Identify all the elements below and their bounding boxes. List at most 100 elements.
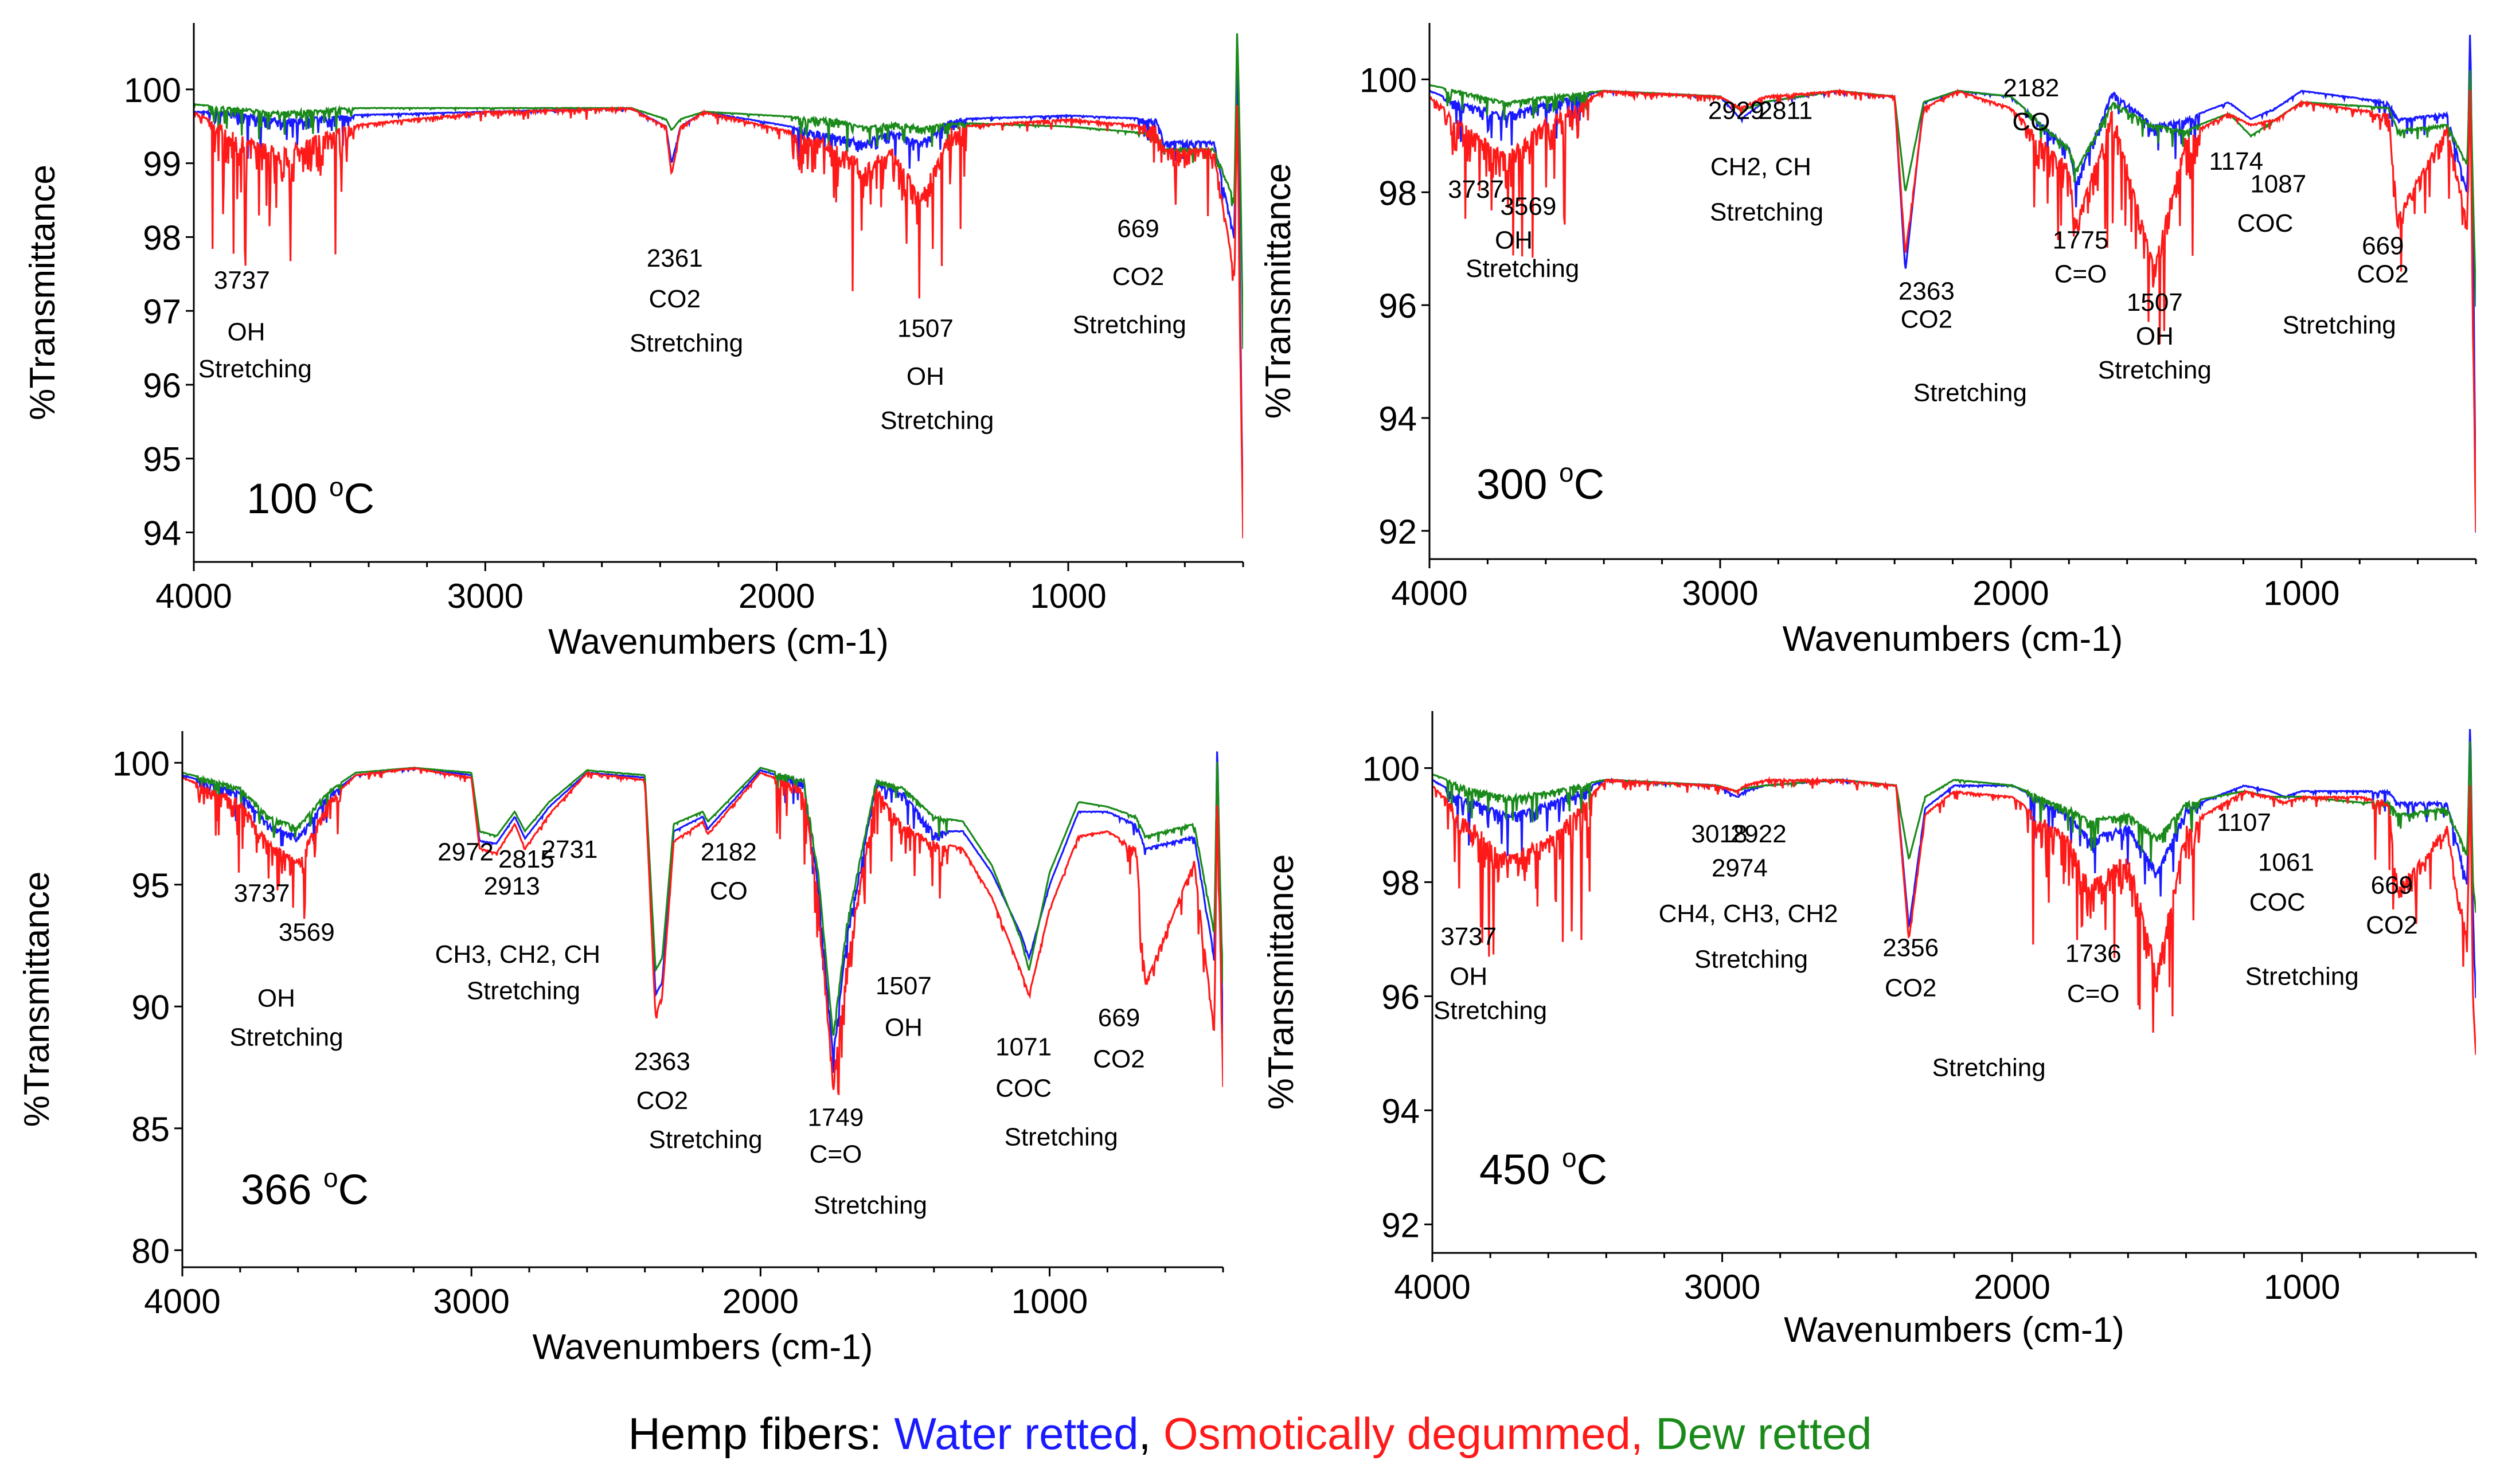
peak-annotation: CO2	[649, 285, 701, 313]
peak-annotation: Stretching	[630, 329, 743, 357]
x-tick-label: 1000	[2264, 1268, 2340, 1306]
series-line-osmotically-degummed	[194, 105, 1243, 538]
x-axis-label: Wavenumbers (cm-1)	[1783, 619, 2123, 659]
peak-annotation: 1507	[876, 972, 932, 1000]
x-axis-label: Wavenumbers (cm-1)	[533, 1327, 873, 1367]
peak-annotation: COC	[995, 1075, 1052, 1103]
peak-annotation: 1507	[897, 314, 954, 342]
legend-prefix: Hemp fibers:	[628, 1408, 894, 1459]
x-tick-label: 4000	[144, 1282, 220, 1321]
series-line-dew-retted	[182, 761, 1223, 1036]
peak-annotation: Stretching	[1005, 1123, 1118, 1151]
y-tick-label: 92	[1378, 513, 1417, 551]
peak-annotation: 1775	[2053, 226, 2109, 255]
chart-panel-4: 92 94 96 98 100 4000 3000 2000 1000 Wavenumbers (…	[1261, 711, 2477, 1350]
x-tick-label: 2000	[722, 1282, 799, 1321]
y-tick-label: 94	[1378, 400, 1417, 438]
peak-annotation: 1061	[2258, 849, 2314, 877]
peak-annotation: 1071	[995, 1033, 1052, 1061]
peak-annotation: CO2	[2366, 911, 2417, 939]
peak-annotation: 2356	[1882, 934, 1939, 962]
x-tick-label: 1000	[1030, 577, 1106, 615]
y-tick-label: 96	[1378, 287, 1417, 325]
peak-annotation: 3737	[1448, 175, 1504, 204]
peak-annotation: Stretching	[1466, 255, 1579, 283]
x-tick-label: 3000	[447, 577, 524, 615]
peak-annotation: 2363	[634, 1048, 690, 1076]
series-line-osmotically-degummed	[1432, 776, 2476, 1055]
y-tick-label: 100	[124, 71, 181, 110]
peak-annotation: Stretching	[1073, 311, 1186, 339]
x-tick-label: 3000	[433, 1282, 509, 1321]
peak-annotation: 2731	[542, 835, 598, 864]
peak-annotation: 3737	[214, 267, 270, 295]
panel-title: 100 oC	[247, 472, 374, 522]
peak-annotation: 2182	[701, 838, 757, 866]
peak-annotation: OH	[1450, 962, 1487, 990]
peak-annotation: 1107	[2217, 809, 2271, 837]
x-tick-label: 2000	[739, 577, 815, 615]
peak-annotation: COC	[2249, 888, 2306, 916]
peak-annotation: OH	[257, 984, 295, 1012]
peak-annotation: C=O	[2054, 260, 2107, 288]
peak-annotation: 3569	[279, 919, 335, 947]
x-axis-label: Wavenumbers (cm-1)	[1784, 1310, 2124, 1350]
peak-annotation: Stretching	[1710, 198, 1823, 226]
peak-annotation: 1174	[2209, 147, 2263, 175]
y-axis-label: %Transmittance	[23, 165, 62, 420]
y-tick-label: 100	[1362, 749, 1420, 788]
panel-title: 366 oC	[241, 1163, 369, 1213]
peak-annotation: Stretching	[2098, 356, 2212, 384]
series-line-osmotically-degummed	[1429, 88, 2476, 532]
peak-annotation: CH4, CH3, CH2	[1659, 900, 1838, 928]
y-tick-label: 100	[112, 744, 170, 783]
x-tick-label: 4000	[1391, 574, 1467, 612]
y-tick-label: 80	[131, 1232, 170, 1270]
y-tick-label: 98	[1381, 864, 1420, 902]
peak-annotation: C=O	[810, 1140, 862, 1168]
peak-annotation: CO2	[636, 1087, 688, 1115]
peak-annotation: Stretching	[1433, 997, 1547, 1025]
series-line-water-retted	[194, 36, 1243, 536]
peak-annotation: OH	[907, 362, 944, 390]
peak-annotation: Stretching	[1932, 1054, 2046, 1082]
y-tick-label: 94	[1381, 1092, 1420, 1130]
y-tick-label: 96	[1381, 978, 1420, 1016]
legend-caption: Hemp fibers: Water retted, Osmotically d…	[0, 1408, 2500, 1460]
chart-panel-1: 94 95 96 97 98 99 100 4000 3000 2000 1000 Wavenumbe…	[23, 23, 1244, 662]
peak-annotation: Stretching	[198, 355, 312, 383]
peak-annotation: 669	[1098, 1003, 1140, 1032]
peak-annotation: CO	[2012, 108, 2050, 136]
x-tick-label: 2000	[1974, 1268, 2050, 1306]
peak-annotation: 669	[1117, 214, 1159, 243]
peak-annotation: CO2	[2357, 260, 2409, 288]
peak-annotation: Stretching	[2283, 311, 2396, 339]
peak-annotation: 2913	[484, 872, 540, 900]
peak-annotation: Stretching	[467, 977, 580, 1005]
peak-annotation: OH	[228, 318, 265, 346]
peak-annotation: OH	[1495, 226, 1533, 255]
peak-annotation: 2815	[498, 845, 554, 873]
peak-annotation: 1507	[2127, 288, 2183, 317]
peak-annotation: 3018	[1692, 820, 1748, 848]
x-tick-label: 1000	[2263, 574, 2339, 612]
peak-annotation: C=O	[2067, 979, 2120, 1007]
y-axis-label: %Transmittance	[1261, 854, 1301, 1110]
legend-dew-retted: Dew retted	[1655, 1408, 1872, 1459]
x-tick-label: 3000	[1682, 574, 1758, 612]
peak-annotation: CO	[710, 877, 748, 905]
peak-annotation: 2929	[1708, 96, 1764, 124]
legend-sep-1: ,	[1138, 1408, 1163, 1459]
peak-annotation: 2811	[1759, 96, 1813, 124]
peak-annotation: 1736	[2065, 940, 2122, 968]
chart-panel-3: 80 85 90 95 100 4000 3000 2000 1000 Wavenumbers (…	[17, 731, 1224, 1367]
y-tick-label: 92	[1381, 1206, 1420, 1244]
y-tick-label: 94	[143, 514, 181, 552]
y-tick-label: 98	[143, 218, 181, 257]
peak-annotation: CO2	[1093, 1045, 1144, 1073]
peak-annotation: 2972	[438, 838, 494, 866]
peak-annotation: CO2	[1885, 974, 1936, 1002]
peak-annotation: Stretching	[880, 407, 994, 435]
peak-annotation: Stretching	[2245, 962, 2359, 990]
